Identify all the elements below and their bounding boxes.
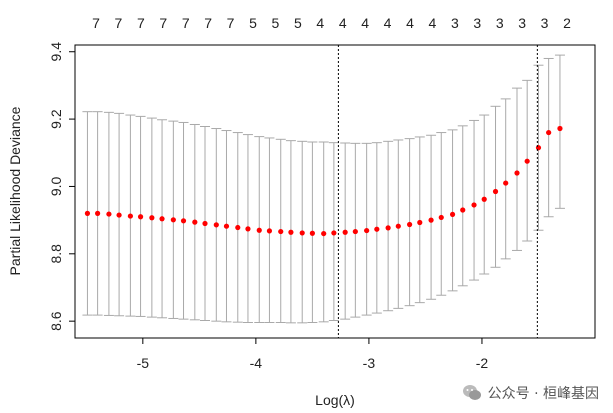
data-point	[524, 158, 530, 164]
top-axis-label: 4	[316, 15, 324, 31]
top-axis-label: 3	[518, 15, 526, 31]
plot-frame	[74, 44, 596, 339]
data-point	[106, 211, 112, 217]
data-point	[364, 227, 370, 234]
error-bars	[82, 54, 565, 324]
data-point	[407, 221, 413, 228]
data-point	[213, 222, 219, 228]
x-tick-label: -5	[137, 355, 150, 371]
top-axis-label: 7	[159, 15, 167, 31]
data-point	[503, 180, 509, 186]
data-point	[342, 229, 348, 235]
x-axis-label: Log(λ)	[315, 392, 355, 408]
data-point	[449, 211, 456, 218]
top-axis-label: 5	[249, 15, 257, 31]
data-point	[192, 219, 198, 225]
data-point	[514, 170, 520, 176]
data-point	[460, 207, 466, 213]
data-point	[309, 230, 315, 236]
data-point	[223, 223, 230, 229]
data-point	[202, 220, 208, 227]
y-tick-label: 9.0	[48, 177, 64, 197]
y-tick-label: 9.4	[48, 42, 64, 62]
top-axis-label: 3	[473, 15, 481, 31]
top-axis-label: 4	[339, 15, 347, 31]
data-point	[546, 129, 552, 136]
top-axis-label: 7	[92, 15, 100, 31]
data-point	[471, 202, 477, 208]
data-point	[492, 188, 499, 195]
watermark-text: 公众号 · 桓峰基因	[487, 386, 599, 402]
y-tick-label: 8.6	[48, 311, 64, 331]
top-axis-label: 3	[496, 15, 504, 31]
data-point	[245, 226, 251, 232]
top-axis-label: 7	[115, 15, 123, 31]
top-axis-label: 4	[406, 15, 414, 31]
top-axis-label: 4	[384, 15, 392, 31]
data-point	[180, 218, 187, 224]
top-axis-label: 3	[451, 15, 459, 31]
data-point	[116, 212, 122, 218]
data-point	[256, 227, 262, 233]
x-tick-label: -4	[250, 355, 263, 371]
x-tick-label: -3	[363, 355, 376, 371]
y-axis-label: Partial Likelihood Deviance	[7, 106, 23, 275]
data-point	[288, 229, 294, 235]
top-axis-label: 7	[182, 15, 190, 31]
data-point	[321, 230, 327, 237]
top-axis-label: 7	[227, 15, 235, 31]
data-point	[417, 219, 423, 226]
data-point	[159, 216, 165, 222]
data-point	[535, 145, 542, 151]
data-point	[481, 196, 487, 202]
top-axis-label: 7	[204, 15, 212, 31]
top-axis-label: 7	[137, 15, 145, 31]
y-tick-label: 8.8	[48, 244, 64, 264]
data-point	[278, 228, 284, 235]
data-point	[235, 224, 241, 231]
data-point	[385, 225, 391, 231]
top-axis-label: 2	[563, 15, 571, 31]
data-point	[438, 214, 444, 221]
data-point	[266, 228, 273, 234]
data-point	[331, 230, 337, 236]
reference-lines	[337, 45, 538, 338]
data-point	[557, 125, 563, 132]
top-axis-label: 5	[294, 15, 302, 31]
top-axis-label: 3	[541, 15, 549, 31]
data-point	[170, 217, 176, 223]
wechat-icon	[462, 385, 481, 400]
top-axis-label: 5	[272, 15, 280, 31]
data-point	[299, 230, 305, 236]
y-tick-label: 9.2	[48, 109, 64, 129]
data-point	[137, 214, 144, 220]
top-axis-label: 4	[361, 15, 369, 31]
axis-ticks: -5 -4 -3 -2 8.6 8.8 9.0 9.2 9.4	[48, 42, 488, 371]
data-point	[127, 213, 133, 219]
data-point	[428, 217, 434, 223]
data-point	[95, 210, 101, 216]
watermark: 公众号 · 桓峰基因	[462, 383, 599, 403]
data-point	[84, 210, 91, 216]
data-point	[374, 226, 380, 232]
data-point	[149, 215, 155, 221]
x-tick-label: -2	[476, 355, 489, 371]
data-point	[352, 228, 358, 235]
data-point	[395, 223, 401, 229]
data-points	[84, 125, 563, 237]
top-axis-label: 4	[429, 15, 437, 31]
